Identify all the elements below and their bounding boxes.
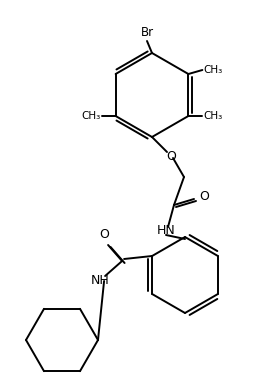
Text: O: O [99,228,109,241]
Text: O: O [166,149,176,163]
Text: O: O [199,190,209,203]
Text: NH: NH [91,274,109,287]
Text: Br: Br [140,26,154,39]
Text: CH₃: CH₃ [203,65,223,75]
Text: CH₃: CH₃ [203,111,223,121]
Text: CH₃: CH₃ [81,111,101,121]
Text: HN: HN [157,224,175,237]
